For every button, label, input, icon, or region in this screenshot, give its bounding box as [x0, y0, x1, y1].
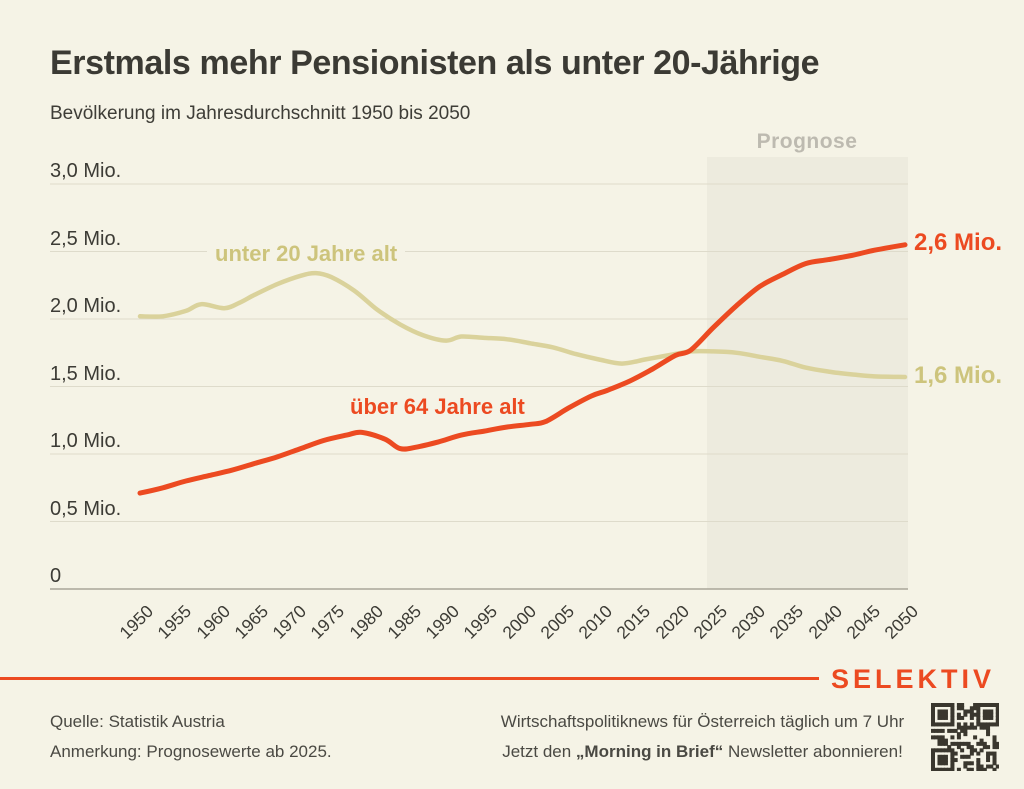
series-label-unter-20: unter 20 Jahre alt [207, 241, 406, 267]
tagline-line1: Wirtschaftspolitiknews für Österreich tä… [500, 712, 905, 731]
note-text: Anmerkung: Prognosewerte ab 2025. [50, 742, 332, 761]
end-value-label-unter-20: 1,6 Mio. [914, 362, 1003, 389]
series-line-unter-20 [137, 270, 908, 380]
forecast-label: Prognose [756, 130, 858, 153]
gridlines [50, 183, 908, 590]
series-label-ueber-64: über 64 Jahre alt [350, 394, 525, 419]
y-axis-label: 0,5 Mio. [50, 497, 122, 520]
line-chart-canvas [50, 157, 908, 590]
footer-newsletter-block: Wirtschaftspolitiknews für Österreich tä… [480, 707, 925, 767]
y-axis-label: 1,5 Mio. [50, 362, 122, 385]
footer-source-block: Quelle: Statistik Austria Anmerkung: Pro… [50, 707, 332, 767]
series-line-ueber-64 [137, 242, 908, 496]
chart-subtitle: Bevölkerung im Jahresdurchschnitt 1950 b… [50, 103, 471, 124]
y-axis-label: 1,0 Mio. [50, 430, 122, 452]
source-text: Quelle: Statistik Austria [50, 712, 225, 731]
qr-code-icon [931, 703, 999, 771]
end-value-label-ueber-64: 2,6 Mio. [914, 229, 1003, 256]
footer-divider [0, 677, 819, 680]
forecast-band [707, 157, 908, 589]
brand-logo: SELEKTIV [831, 664, 996, 694]
y-axis-label: 0 [50, 565, 62, 587]
y-axis-label: 3,0 Mio. [50, 160, 122, 182]
y-axis-label: 2,5 Mio. [50, 227, 122, 250]
y-axis-label: 2,0 Mio. [50, 295, 122, 317]
tagline-line2: Jetzt den „Morning in Brief“ Newsletter … [502, 742, 903, 761]
page-title: Erstmals mehr Pensionisten als unter 20-… [50, 44, 820, 82]
